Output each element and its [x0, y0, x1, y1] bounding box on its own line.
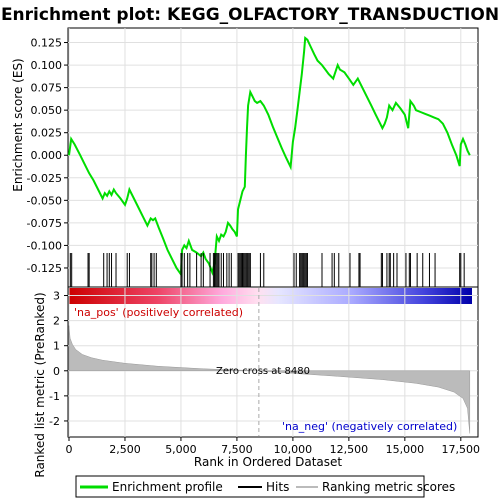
zero-cross-label: Zero cross at 8480	[216, 366, 310, 377]
positive-correlation-label: 'na_pos' (positively correlated)	[74, 306, 243, 319]
x-tick-label: 0	[66, 443, 73, 456]
metric-y-tick-label: -1	[49, 390, 60, 403]
es-y-tick-label: -0.125	[27, 262, 62, 275]
es-y-tick-label: -0.050	[27, 194, 62, 207]
es-grid	[68, 28, 478, 287]
legend-label-hits: Hits	[266, 480, 289, 494]
es-y-tick-label: 0.100	[31, 59, 63, 72]
metric-y-tick-label: 0	[53, 365, 60, 378]
es-y-axis-label: Enrichment score (ES)	[11, 58, 25, 191]
x-tick-label: 17,500	[442, 443, 481, 456]
x-tick-label: 2,500	[109, 443, 141, 456]
es-y-tick-label: -0.025	[27, 172, 62, 185]
legend: Enrichment profile Hits Ranking metric s…	[75, 475, 455, 498]
es-y-tick-label: 0.025	[31, 127, 63, 140]
es-panel-frame	[67, 27, 479, 288]
legend-label-ranking: Ranking metric scores	[322, 480, 455, 494]
metric-y-tick-label: -2	[49, 415, 60, 428]
x-axis: 0 2,500 5,000 7,500 10,000 12,500 15,000 17,500	[66, 437, 481, 456]
es-y-axis: -0.125 -0.100 -0.075 -0.050 -0.025 0.000 0.025…	[27, 37, 68, 275]
x-axis-label: Rank in Ordered Dataset	[194, 455, 342, 469]
metric-y-axis-label: Ranked list metric (PreRanked)	[33, 292, 47, 477]
metric-panel: -2 -1 0 1 2 3 0 2,500 5,000 7,500 10,000 12,500 15,…	[33, 286, 481, 478]
es-y-tick-label: 0.050	[31, 104, 63, 117]
x-tick-label: 12,500	[330, 443, 369, 456]
es-panel: -0.125 -0.100 -0.075 -0.050 -0.025 0.000 0.025…	[11, 27, 479, 288]
metric-y-tick-label: 3	[53, 290, 60, 303]
ranking-metric-area	[68, 325, 471, 434]
metric-y-tick-label: 1	[53, 340, 60, 353]
es-y-tick-label: 0.075	[31, 82, 63, 95]
x-tick-label: 5,000	[165, 443, 197, 456]
es-y-tick-label: 0.000	[31, 149, 63, 162]
es-y-tick-label: -0.100	[27, 239, 62, 252]
es-y-tick-label: 0.125	[31, 37, 63, 50]
chart-title: Enrichment plot: KEGG_OLFACTORY_TRANSDUC…	[1, 5, 499, 25]
x-tick-label: 15,000	[386, 443, 425, 456]
legend-label-enrichment: Enrichment profile	[112, 480, 223, 494]
es-y-tick-label: -0.075	[27, 217, 62, 230]
metric-y-tick-label: 2	[53, 315, 60, 328]
metric-y-axis: -2 -1 0 1 2 3	[49, 290, 68, 428]
metric-panel-frame	[67, 286, 479, 438]
x-tick-label: 7,500	[221, 443, 253, 456]
hits-ticks	[69, 253, 465, 287]
x-tick-label: 10,000	[274, 443, 313, 456]
enrichment-profile-line	[68, 36, 471, 278]
hits-panel	[69, 253, 465, 287]
negative-correlation-label: 'na_neg' (negatively correlated)	[282, 420, 457, 433]
